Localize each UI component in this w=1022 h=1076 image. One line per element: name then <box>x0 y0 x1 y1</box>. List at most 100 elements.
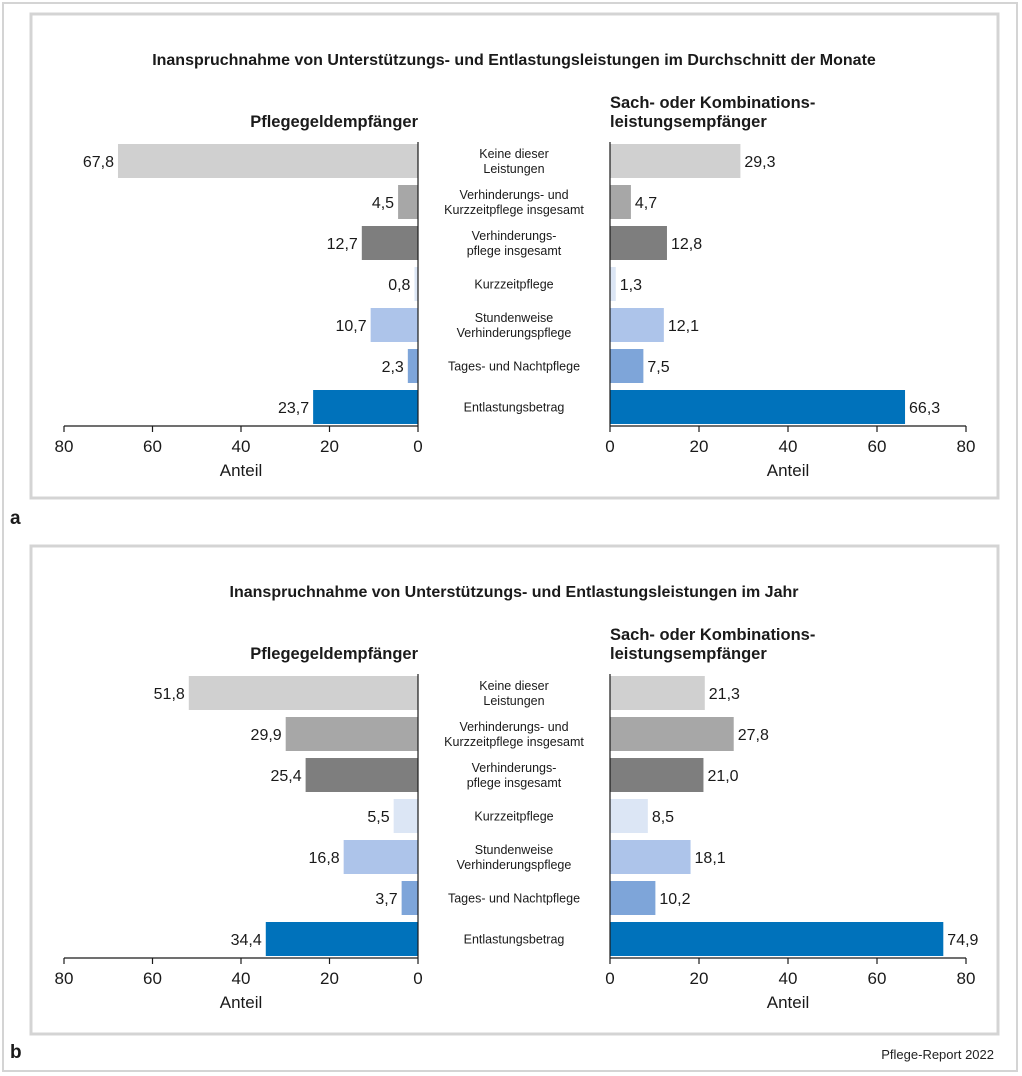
bar-left <box>285 717 418 751</box>
category-label: Verhinderungs- und <box>459 720 568 734</box>
data-label-right: 12,1 <box>668 318 699 335</box>
bar-left <box>361 226 418 260</box>
tick-label-right: 40 <box>779 969 798 988</box>
tick-label-left: 0 <box>413 437 422 456</box>
panel-box-a <box>29 12 1000 500</box>
bar-right <box>610 267 616 301</box>
tick-label-left: 20 <box>320 437 339 456</box>
data-label-right: 21,3 <box>709 686 740 703</box>
tick-label-right: 20 <box>690 437 709 456</box>
tick-label-left: 60 <box>143 437 162 456</box>
data-label-right: 7,5 <box>647 359 669 376</box>
bar-left <box>313 390 418 424</box>
tick-label-right: 0 <box>605 969 614 988</box>
category-label: Verhinderungs- <box>472 761 557 775</box>
category-label: Stundenweise <box>475 311 554 325</box>
bar-left <box>188 676 418 710</box>
source-note: Pflege-Report 2022 <box>881 1047 994 1062</box>
bar-right <box>610 881 656 915</box>
bar-left <box>370 308 418 342</box>
tick-label-right: 80 <box>957 437 976 456</box>
bar-left <box>117 144 419 178</box>
tick-label-left: 0 <box>413 969 422 988</box>
tick-label-left: 80 <box>55 969 74 988</box>
category-label: Entlastungsbetrag <box>464 401 565 415</box>
bar-right <box>610 717 734 751</box>
x-axis-label-right: Anteil <box>767 461 810 480</box>
chart-title: Inanspruchnahme von Unterstützungs- und … <box>152 52 876 69</box>
data-label-right: 18,1 <box>695 850 726 867</box>
tick-label-right: 20 <box>690 969 709 988</box>
tick-label-right: 80 <box>957 969 976 988</box>
tick-label-left: 40 <box>232 437 251 456</box>
data-label-left: 5,5 <box>367 809 389 826</box>
x-axis-label-left: Anteil <box>220 993 263 1012</box>
bar-left <box>398 185 418 219</box>
category-label: pflege insgesamt <box>467 244 562 258</box>
data-label-left: 2,3 <box>382 359 404 376</box>
data-label-right: 29,3 <box>744 154 775 171</box>
data-label-left: 16,8 <box>309 850 340 867</box>
panel-label-a: a <box>10 508 21 529</box>
data-label-left: 67,8 <box>83 154 114 171</box>
bar-left <box>265 922 418 956</box>
data-label-left: 12,7 <box>327 236 358 253</box>
data-label-left: 51,8 <box>154 686 185 703</box>
bar-left <box>305 758 418 792</box>
series-title-right: leistungsempfänger <box>610 645 767 663</box>
data-label-left: 29,9 <box>251 727 282 744</box>
data-label-right: 27,8 <box>738 727 769 744</box>
data-label-right: 10,2 <box>659 891 690 908</box>
series-title-right: Sach- oder Kombinations- <box>610 94 815 112</box>
category-label: Verhinderungspflege <box>457 858 572 872</box>
category-label: pflege insgesamt <box>467 776 562 790</box>
x-axis-label-right: Anteil <box>767 993 810 1012</box>
data-label-left: 25,4 <box>270 768 301 785</box>
series-title-right: Sach- oder Kombinations- <box>610 626 815 644</box>
tick-label-right: 0 <box>605 437 614 456</box>
tick-label-left: 40 <box>232 969 251 988</box>
bar-left <box>407 349 418 383</box>
bar-right <box>610 185 631 219</box>
bar-right <box>610 226 667 260</box>
bar-left <box>414 267 418 301</box>
data-label-right: 12,8 <box>671 236 702 253</box>
bar-left <box>401 881 418 915</box>
data-label-left: 34,4 <box>231 932 262 949</box>
panel-label-b: b <box>10 1042 22 1063</box>
bar-right <box>610 922 944 956</box>
tick-label-right: 40 <box>779 437 798 456</box>
bar-left <box>393 799 418 833</box>
category-label: Keine dieser <box>479 679 549 693</box>
series-title-right: leistungsempfänger <box>610 113 767 131</box>
data-label-right: 8,5 <box>652 809 674 826</box>
category-label: Entlastungsbetrag <box>464 933 565 947</box>
series-title-left: Pflegegeldempfänger <box>250 113 418 131</box>
tick-label-right: 60 <box>868 437 887 456</box>
bar-right <box>610 308 664 342</box>
bar-right <box>610 390 906 424</box>
data-label-left: 4,5 <box>372 195 394 212</box>
category-label: Verhinderungs- <box>472 229 557 243</box>
category-label: Leistungen <box>483 694 544 708</box>
category-label: Keine dieser <box>479 147 549 161</box>
data-label-left: 23,7 <box>278 400 309 417</box>
category-label: Kurzzeitpflege <box>474 278 553 292</box>
data-label-left: 0,8 <box>388 277 410 294</box>
series-title-left: Pflegegeldempfänger <box>250 645 418 663</box>
category-label: Kurzzeitpflege insgesamt <box>444 735 584 749</box>
bar-left <box>343 840 418 874</box>
bar-right <box>610 840 691 874</box>
tick-label-right: 60 <box>868 969 887 988</box>
panel-box-b <box>29 544 1000 1036</box>
chart-title: Inanspruchnahme von Unterstützungs- und … <box>230 584 799 601</box>
x-axis-label-left: Anteil <box>220 461 263 480</box>
bar-right <box>610 144 741 178</box>
tick-label-left: 60 <box>143 969 162 988</box>
bar-right <box>610 758 704 792</box>
category-label: Stundenweise <box>475 843 554 857</box>
bar-right <box>610 676 705 710</box>
category-label: Tages- und Nachtpflege <box>448 892 580 906</box>
bar-right <box>610 349 644 383</box>
